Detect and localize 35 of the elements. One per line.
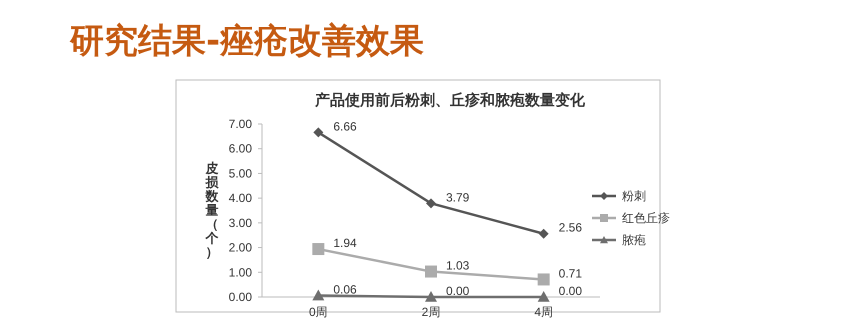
y-tick-label: 4.00 [228,191,252,206]
data-label: 3.79 [446,190,470,204]
y-tick-label: 5.00 [228,166,252,180]
point [538,291,550,302]
chart-title: 研究结果-痤疮改善效果 [69,21,424,61]
x-tick-label: 4周 [534,305,554,319]
x-tick-label: 2周 [422,305,440,319]
point [425,266,437,278]
y-tick-label: 0.00 [228,290,252,304]
data-label: 0.00 [558,284,582,298]
data-label: 1.03 [446,258,470,273]
data-label: 6.66 [333,119,358,134]
data-label: 2.56 [558,220,582,235]
y-tick-label: 1.00 [228,265,252,280]
point [312,243,324,256]
y-tick-label: 6.00 [228,142,252,156]
x-tick-label: 0周 [308,305,328,319]
point [538,273,550,286]
data-label: 0.71 [558,266,582,280]
legend-label: 粉刺 [622,189,646,203]
point [538,228,549,239]
y-axis-title: 皮损数量（个） [204,160,220,260]
point [426,198,436,208]
legend-label: 红色丘疹 [622,211,670,225]
point [312,290,324,300]
data-label: 0.06 [333,282,358,297]
legend-label: 脓疱 [622,233,646,247]
y-tick-label: 3.00 [228,216,252,230]
data-label: 0.00 [446,284,470,298]
y-tick-label: 2.00 [228,240,252,255]
y-tick-label: 7.00 [228,117,252,131]
point [313,127,324,138]
chart-subtitle: 产品使用前后粉刺、丘疹和脓疱数量变化 [314,91,586,109]
point [425,291,437,302]
data-label: 1.94 [333,236,358,250]
